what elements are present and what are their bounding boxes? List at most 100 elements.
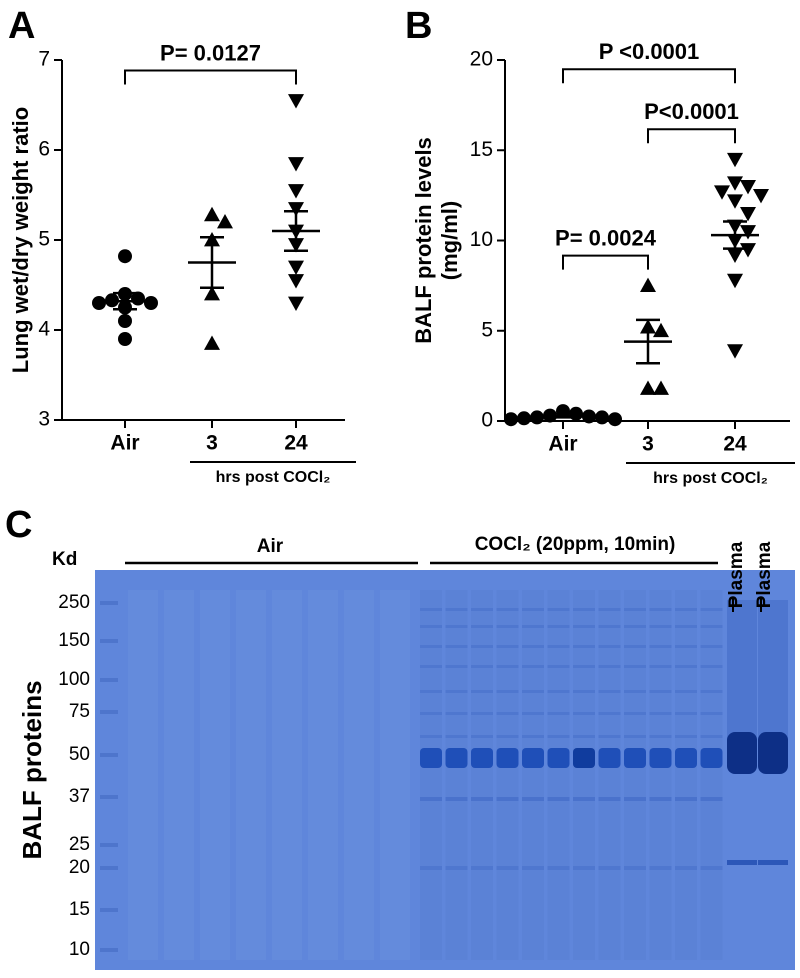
band [471, 797, 493, 801]
faint-band [496, 665, 519, 668]
lane [164, 590, 194, 960]
faint-band [445, 712, 468, 715]
band [420, 797, 442, 801]
data-point [714, 185, 730, 200]
marker-size-label: 150 [58, 630, 90, 651]
data-point [204, 286, 220, 301]
data-point [653, 380, 669, 395]
marker-size-label: 15 [69, 899, 90, 920]
band [547, 866, 570, 870]
band [649, 797, 672, 801]
data-point [504, 412, 518, 427]
faint-band [573, 625, 595, 628]
x-tick-label: Air [548, 433, 577, 456]
y-tick-label: 10 [470, 228, 493, 251]
lane-group-label: COCl₂ (20ppm, 10min) [475, 534, 676, 555]
y-tick-label: 15 [470, 138, 493, 161]
group-label: hrs post COCl₂ [653, 470, 768, 487]
data-point [530, 410, 544, 425]
lane [272, 590, 302, 960]
y-axis-label: BALF protein levels [411, 137, 436, 344]
data-point [569, 406, 583, 421]
albumin-band [624, 748, 646, 768]
y-tick-label: 4 [38, 318, 50, 341]
marker-size-label: 20 [69, 857, 90, 878]
faint-band [624, 625, 646, 628]
albumin-band [522, 748, 544, 768]
panel-label: C [5, 504, 32, 546]
lane [308, 590, 338, 960]
faint-band [649, 712, 672, 715]
plasma-label: Plasma [726, 541, 747, 608]
significance-bracket [647, 128, 736, 144]
faint-band [522, 645, 544, 648]
faint-band [598, 735, 621, 738]
faint-band [445, 665, 468, 668]
ladder-band [100, 639, 118, 643]
band [649, 866, 672, 870]
faint-band [522, 665, 544, 668]
albumin-band [420, 748, 442, 768]
band [624, 866, 646, 870]
faint-band [420, 665, 442, 668]
panel-label: A [8, 5, 35, 47]
p-value: P <0.0001 [599, 39, 700, 64]
band [675, 866, 697, 870]
data-point [288, 202, 304, 217]
data-point [204, 335, 220, 350]
faint-band [675, 608, 697, 611]
x-tick-label: 24 [284, 432, 308, 455]
faint-band [471, 690, 493, 693]
faint-band [700, 735, 723, 738]
faint-band [624, 712, 646, 715]
faint-band [675, 690, 697, 693]
faint-band [547, 712, 570, 715]
albumin-band [573, 748, 595, 768]
y-tick-label: 6 [38, 138, 50, 161]
data-point [727, 176, 743, 191]
p-value: P= 0.0127 [160, 40, 261, 65]
data-point [517, 411, 531, 426]
faint-band [471, 645, 493, 648]
marker-size-label: 37 [69, 786, 90, 807]
band [445, 797, 468, 801]
data-point [740, 207, 756, 222]
side-label: BALF proteins [17, 680, 47, 859]
group-label: hrs post COCl₂ [216, 469, 331, 486]
y-tick-label: 7 [38, 48, 50, 71]
plasma-band [727, 732, 757, 774]
band [522, 866, 544, 870]
data-point [727, 248, 743, 263]
faint-band [700, 665, 723, 668]
data-point [608, 412, 622, 427]
albumin-band [649, 748, 672, 768]
band [700, 866, 723, 870]
faint-band [624, 735, 646, 738]
marker-size-label: 25 [69, 834, 90, 855]
band [420, 866, 442, 870]
faint-band [675, 625, 697, 628]
band [758, 860, 788, 865]
albumin-band [598, 748, 621, 768]
lane [128, 590, 158, 960]
x-tick-label: 24 [723, 433, 747, 456]
data-point [288, 94, 304, 109]
band [547, 797, 570, 801]
data-point [118, 314, 132, 328]
faint-band [420, 712, 442, 715]
albumin-band [445, 748, 468, 768]
y-tick-label: 0 [481, 409, 493, 432]
marker-size-label: 50 [69, 744, 90, 765]
data-point [204, 206, 220, 222]
faint-band [471, 608, 493, 611]
faint-band [649, 625, 672, 628]
faint-band [700, 625, 723, 628]
data-point [288, 296, 304, 311]
faint-band [522, 608, 544, 611]
data-point [640, 277, 656, 293]
y-tick-label: 5 [38, 228, 50, 251]
ladder-band [100, 678, 118, 682]
faint-band [573, 665, 595, 668]
band [573, 797, 595, 801]
band [522, 797, 544, 801]
